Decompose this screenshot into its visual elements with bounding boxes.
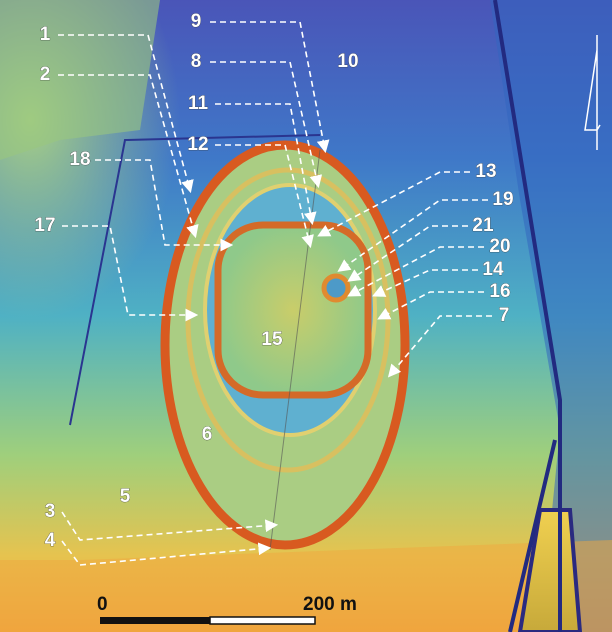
callouts (58, 21, 492, 566)
arrow (347, 225, 468, 282)
arrow (61, 511, 279, 541)
label: 3 (45, 501, 56, 522)
label: 21 (472, 215, 494, 236)
label: 18 (69, 149, 90, 170)
label: 5 (120, 486, 131, 507)
arrow (347, 246, 484, 297)
arrow (387, 315, 492, 378)
arrow (215, 103, 317, 226)
rampart-inner (214, 221, 372, 399)
label: 7 (499, 305, 510, 326)
road (493, 0, 562, 632)
arrow (58, 34, 194, 194)
label: 13 (475, 161, 496, 182)
road (69, 134, 321, 426)
arrow (210, 21, 330, 154)
arrow (95, 159, 234, 252)
scale-label: 0 (97, 594, 108, 615)
arrow (317, 171, 470, 237)
terrain-field (0, 0, 160, 160)
ring (321, 273, 351, 303)
terrain-field (0, 540, 612, 632)
scale-label: 200 m (303, 594, 357, 615)
label: 14 (482, 259, 504, 280)
label: 2 (40, 64, 51, 85)
label: 4 (45, 530, 56, 551)
north-arrow (584, 35, 601, 150)
arrow (62, 225, 199, 322)
label: 11 (188, 93, 209, 114)
label: 1 (40, 24, 51, 45)
arrow (377, 291, 484, 320)
label: 15 (261, 329, 283, 350)
arrow (372, 269, 478, 297)
scale-bar (209, 616, 316, 625)
label: 8 (191, 51, 202, 72)
arrow (337, 199, 488, 272)
label: 10 (337, 51, 358, 72)
scale-bar (100, 617, 210, 624)
label: 17 (34, 215, 55, 236)
label: 20 (489, 236, 510, 257)
arrow (215, 144, 314, 249)
label: 9 (191, 11, 202, 32)
arrow (210, 61, 323, 189)
label: 12 (187, 134, 208, 155)
label: 19 (492, 189, 513, 210)
arrow (61, 540, 272, 566)
arrow (58, 74, 199, 239)
label: 6 (202, 424, 213, 445)
label: 16 (489, 281, 510, 302)
